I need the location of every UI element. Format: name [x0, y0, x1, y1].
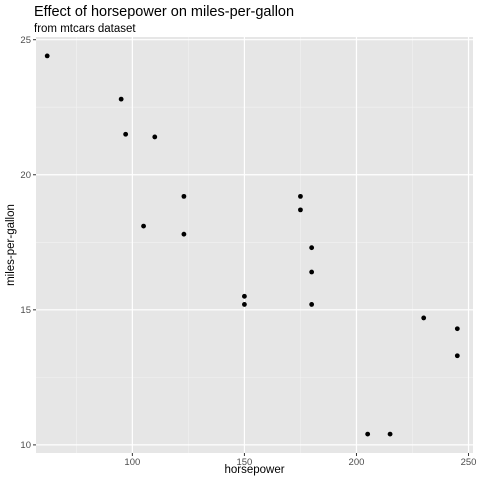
data-point: [242, 293, 247, 299]
y-tick-label: 15: [20, 305, 31, 316]
data-point: [298, 207, 303, 213]
data-point: [365, 431, 371, 437]
minor-gridlines: [36, 37, 473, 453]
chart-title: Effect of horsepower on miles-per-gallon: [34, 4, 294, 20]
x-tick-label: 100: [124, 457, 140, 468]
y-axis-ticks: 10 15 20 25: [20, 35, 36, 451]
major-gridlines: [36, 37, 473, 453]
y-tick-label: 10: [20, 440, 31, 451]
data-point: [298, 193, 303, 199]
chart-subtitle: from mtcars dataset: [34, 23, 136, 35]
data-point: [141, 223, 146, 229]
data-points: [44, 53, 460, 437]
data-point: [421, 315, 427, 321]
data-point: [309, 245, 315, 251]
data-point: [118, 96, 124, 102]
x-axis-ticks: 100 150 200 250: [124, 453, 476, 468]
data-point: [44, 53, 50, 59]
x-tick-label: 200: [349, 457, 365, 468]
data-point: [454, 326, 460, 332]
data-point: [152, 134, 158, 140]
data-point: [454, 353, 460, 359]
x-tick-label: 150: [236, 457, 252, 468]
plot-panel: [36, 37, 473, 453]
data-point: [387, 431, 393, 437]
y-tick-label: 25: [20, 35, 31, 46]
data-point: [181, 231, 187, 237]
data-point: [309, 302, 315, 307]
x-axis-title: horsepower: [224, 464, 284, 476]
data-point: [123, 131, 129, 137]
data-point: [309, 269, 315, 275]
y-tick-label: 20: [20, 170, 31, 181]
data-point: [242, 302, 247, 307]
data-point: [181, 193, 187, 199]
y-axis-title: miles-per-gallon: [5, 204, 17, 286]
x-tick-label: 250: [461, 457, 477, 468]
